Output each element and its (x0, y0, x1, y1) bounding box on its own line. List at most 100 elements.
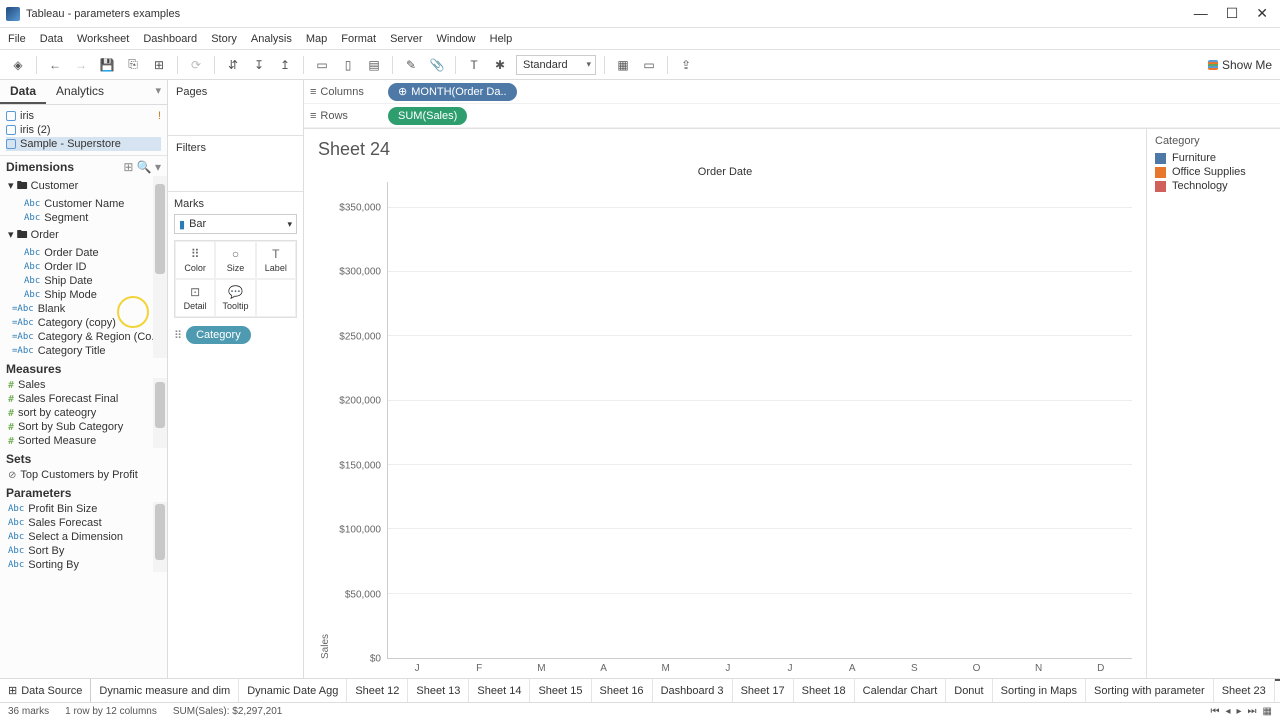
tableau-icon[interactable]: ◈ (8, 55, 28, 75)
sort-desc-icon[interactable]: ↥ (275, 55, 295, 75)
minimize-icon[interactable]: — (1194, 5, 1208, 22)
columns-shelf[interactable]: ≡Columns ⊕MONTH(Order Da.. (304, 80, 1280, 104)
menu-window[interactable]: Window (437, 33, 476, 45)
marks-size[interactable]: ○Size (215, 241, 255, 279)
legend-item[interactable]: Technology (1155, 179, 1272, 193)
sort-asc-icon[interactable]: ↧ (249, 55, 269, 75)
rows-pill[interactable]: SUM(Sales) (388, 107, 467, 125)
sheet-tab[interactable]: Sheet 23 (1214, 679, 1275, 702)
dimension-item[interactable]: =AbcCategory Title (0, 344, 167, 358)
sheet-tab[interactable]: Sheet 14 (469, 679, 530, 702)
columns-pill[interactable]: ⊕MONTH(Order Da.. (388, 83, 517, 101)
dimension-folder[interactable]: ▾ 🖿 Customer (0, 176, 167, 197)
datasource-item[interactable]: iris! (6, 109, 161, 123)
group-icon[interactable]: ▭ (312, 55, 332, 75)
swap-icon[interactable]: ⇵ (223, 55, 243, 75)
parameter-item[interactable]: AbcSorting By (0, 558, 167, 572)
sheet-tab[interactable]: Calendar Chart (855, 679, 947, 702)
sheet-tab[interactable]: Sorting with parameter (1086, 679, 1214, 702)
measure-item[interactable]: #Sales Forecast Final (0, 392, 167, 406)
dimension-item[interactable]: AbcOrder Date (0, 246, 167, 260)
new-worksheet-icon[interactable]: ⊞ (149, 55, 169, 75)
first-icon[interactable]: ⏮ (1210, 706, 1219, 717)
forward-icon[interactable]: → (71, 55, 91, 75)
dimension-folder[interactable]: ▾ 🖿 Order (0, 225, 167, 246)
menu-format[interactable]: Format (341, 33, 376, 45)
sheet-tab[interactable]: Dynamic Date Agg (239, 679, 347, 702)
dimension-item[interactable]: AbcSegment (0, 211, 167, 225)
datasource-item[interactable]: Sample - Superstore (6, 137, 161, 151)
fit-select[interactable]: Standard (516, 55, 596, 75)
menu-analysis[interactable]: Analysis (251, 33, 292, 45)
sheet-tab[interactable]: Dashboard 3 (653, 679, 733, 702)
marks-category-pill[interactable]: Category (186, 326, 251, 344)
share-icon[interactable]: ⇪ (676, 55, 696, 75)
parameter-item[interactable]: AbcSales Forecast (0, 516, 167, 530)
next-icon[interactable]: ▸ (1237, 706, 1242, 717)
marks-tooltip[interactable]: 💬Tooltip (215, 279, 255, 317)
dimension-item[interactable]: AbcOrder ID (0, 260, 167, 274)
menu-dashboard[interactable]: Dashboard (143, 33, 197, 45)
menu-help[interactable]: Help (490, 33, 513, 45)
parameter-item[interactable]: AbcSelect a Dimension (0, 530, 167, 544)
datasource-item[interactable]: iris (2) (6, 123, 161, 137)
sheet-tab[interactable]: Sorting in Maps (993, 679, 1086, 702)
menu-server[interactable]: Server (390, 33, 422, 45)
show-labels-icon[interactable]: ▤ (364, 55, 384, 75)
sheet-tab[interactable]: Dynamic measure and dim (91, 679, 239, 702)
back-icon[interactable]: ← (45, 55, 65, 75)
marks-type-select[interactable]: ▮Bar (174, 214, 297, 234)
save-icon[interactable]: 💾 (97, 55, 117, 75)
marks-detail[interactable]: ⊡Detail (175, 279, 215, 317)
set-item[interactable]: ⊘Top Customers by Profit (0, 468, 167, 482)
menu-data[interactable]: Data (40, 33, 63, 45)
fix-icon[interactable]: ✱ (490, 55, 510, 75)
marks-label[interactable]: TLabel (256, 241, 296, 279)
tab-data[interactable]: Data (0, 80, 46, 104)
sheet-tab[interactable]: Sheet 15 (530, 679, 591, 702)
menu-worksheet[interactable]: Worksheet (77, 33, 129, 45)
sheet-tab[interactable]: Sheet 18 (794, 679, 855, 702)
dimension-item[interactable]: AbcShip Date (0, 274, 167, 288)
refresh-icon[interactable]: ⟳ (186, 55, 206, 75)
filters-shelf[interactable]: Filters (168, 136, 303, 192)
sheet-tab[interactable]: Sheet 16 (592, 679, 653, 702)
close-icon[interactable]: ✕ (1256, 5, 1268, 22)
marks-color[interactable]: ⠿Color (175, 241, 215, 279)
dimension-item[interactable]: AbcCustomer Name (0, 197, 167, 211)
measure-item[interactable]: #Sort by Sub Category (0, 420, 167, 434)
measure-item[interactable]: #Sorted Measure (0, 434, 167, 448)
rows-shelf[interactable]: ≡Rows SUM(Sales) (304, 104, 1280, 128)
legend-item[interactable]: Furniture (1155, 151, 1272, 165)
legend-item[interactable]: Office Supplies (1155, 165, 1272, 179)
last-icon[interactable]: ⏭ (1248, 706, 1257, 717)
dimension-item[interactable]: =AbcCategory & Region (Co... (0, 330, 167, 344)
measure-item[interactable]: #Sales (0, 378, 167, 392)
prev-icon[interactable]: ◂ (1225, 706, 1230, 717)
sheet-tab[interactable]: Sheet 12 (347, 679, 408, 702)
menu-file[interactable]: File (8, 33, 26, 45)
data-menu-icon[interactable]: ▾ (149, 80, 167, 104)
highlight-icon[interactable]: ✎ (401, 55, 421, 75)
menu-map[interactable]: Map (306, 33, 327, 45)
measure-item[interactable]: #sort by cateogry (0, 406, 167, 420)
grid-toggle-icon[interactable]: ▦ (1263, 706, 1272, 717)
sheet-tab[interactable]: Sheet 24 (1275, 679, 1280, 702)
parameter-item[interactable]: AbcProfit Bin Size (0, 502, 167, 516)
menu-story[interactable]: Story (211, 33, 237, 45)
present-icon[interactable]: ▭ (639, 55, 659, 75)
pages-shelf[interactable]: Pages (168, 80, 303, 136)
parameter-item[interactable]: AbcSort By (0, 544, 167, 558)
show-me-button[interactable]: Show Me (1208, 58, 1272, 72)
pin-icon[interactable]: 📎 (427, 55, 447, 75)
maximize-icon[interactable]: ☐ (1226, 5, 1239, 22)
sheet-tab[interactable]: Donut (946, 679, 992, 702)
dimension-item[interactable]: =AbcBlank (0, 302, 167, 316)
sheet-tab[interactable]: Sheet 13 (408, 679, 469, 702)
cards-icon[interactable]: ▦ (613, 55, 633, 75)
tab-data-source[interactable]: ⊞Data Source (0, 679, 91, 702)
new-datasource-icon[interactable]: ⎘ (123, 55, 143, 75)
label-T-icon[interactable]: T (464, 55, 484, 75)
sheet-tab[interactable]: Sheet 17 (733, 679, 794, 702)
members-icon[interactable]: ▯ (338, 55, 358, 75)
